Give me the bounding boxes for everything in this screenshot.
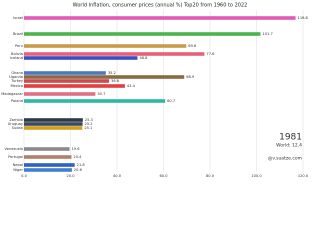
value-label: 116.8 xyxy=(298,16,309,20)
bar-label: Uganda xyxy=(9,75,23,79)
bar-label: Madagascar xyxy=(1,92,23,96)
bar-label: Mexico xyxy=(10,84,23,88)
bar-label: Portugal xyxy=(8,155,23,159)
bar xyxy=(24,118,83,122)
bar-label: Niger xyxy=(13,168,23,172)
value-label: 25.3 xyxy=(85,118,93,122)
bar xyxy=(24,56,138,60)
value-label: 25.1 xyxy=(84,126,92,130)
bar xyxy=(24,147,70,151)
bar-label: Bolivia xyxy=(11,52,23,56)
chart-title: World Inflation, consumer prices (annual… xyxy=(73,3,248,9)
chart: World Inflation, consumer prices (annual… xyxy=(1,3,309,179)
x-tick-label: 60.0 xyxy=(159,174,168,178)
bar-label: Poland xyxy=(11,99,23,103)
bar xyxy=(24,79,110,83)
bar-label: Zambia xyxy=(9,118,23,122)
bar xyxy=(24,71,106,75)
bar xyxy=(24,155,72,159)
value-label: 21.8 xyxy=(77,163,86,167)
value-label: 36.6 xyxy=(111,79,120,83)
value-label: 60.7 xyxy=(167,99,175,103)
x-tick-label: 80.0 xyxy=(206,174,215,178)
value-label: 101.7 xyxy=(262,32,272,36)
bar-label: Ghana xyxy=(11,71,23,75)
bar-label: Nepal xyxy=(13,163,23,167)
bar-label: Brazil xyxy=(13,32,23,36)
bar-label: Peru xyxy=(15,44,23,48)
value-label: 30.7 xyxy=(97,92,105,96)
bar xyxy=(24,16,296,20)
value-label: 25.2 xyxy=(85,122,93,126)
year: 1981 xyxy=(279,133,302,143)
value-label: 43.4 xyxy=(127,84,136,88)
bar xyxy=(24,122,83,126)
bar xyxy=(24,44,187,48)
watermark: @v.suatze.com xyxy=(268,156,302,162)
x-tick-label: 0.0 xyxy=(21,174,27,178)
x-tick-label: 120.0 xyxy=(298,174,309,178)
bar-label: Uruguay xyxy=(8,122,24,126)
bar xyxy=(24,126,83,130)
bar-label: Iceland xyxy=(10,56,23,60)
x-tick-label: 40.0 xyxy=(113,174,122,178)
bar xyxy=(24,75,185,79)
value-label: 48.8 xyxy=(139,56,148,60)
bar-label: Venezuela xyxy=(5,147,23,151)
bar-label: Sudan xyxy=(12,126,23,130)
value-label: 20.4 xyxy=(73,155,82,159)
value-label: 20.6 xyxy=(74,168,83,172)
x-tick-label: 100.0 xyxy=(251,174,262,178)
value-label: 35.2 xyxy=(108,71,116,75)
value-label: 68.9 xyxy=(186,75,195,79)
value-label: 19.6 xyxy=(72,147,81,151)
bar-label: Israel xyxy=(13,16,23,20)
bar xyxy=(24,32,261,36)
value-label: 77.6 xyxy=(206,52,215,56)
bar-label: Turkey xyxy=(10,79,24,83)
bar xyxy=(24,168,72,172)
world-value: World: 12.4 xyxy=(276,143,302,149)
bar xyxy=(24,52,205,56)
bar xyxy=(24,92,96,96)
value-label: 69.8 xyxy=(188,44,197,48)
bar xyxy=(24,99,166,103)
bar xyxy=(24,163,75,167)
bar xyxy=(24,84,125,88)
x-tick-label: 20.0 xyxy=(66,174,75,178)
